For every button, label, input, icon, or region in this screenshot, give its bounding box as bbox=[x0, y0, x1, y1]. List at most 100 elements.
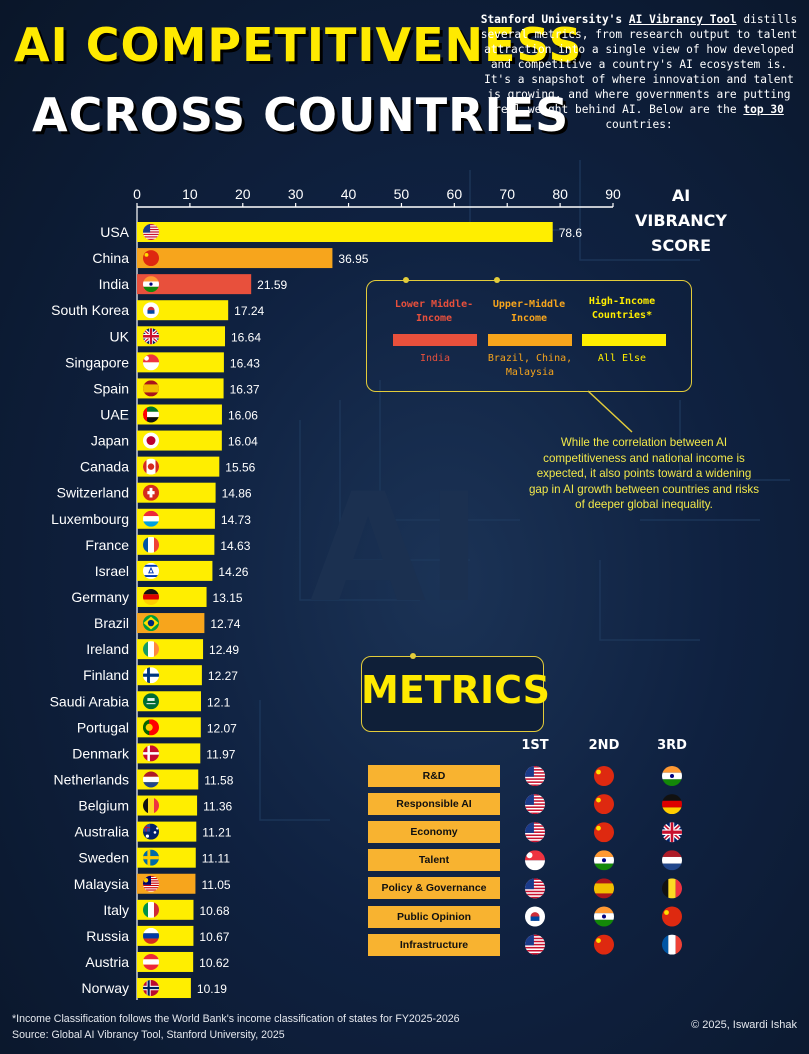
flag-canada-icon bbox=[143, 458, 159, 475]
value-label: 12.07 bbox=[207, 721, 237, 735]
bar bbox=[137, 222, 553, 242]
category-label: Luxembourg bbox=[51, 511, 129, 527]
x-tick-label: 50 bbox=[394, 186, 410, 202]
category-label: USA bbox=[100, 224, 129, 240]
metric-row: Policy & Governance bbox=[368, 877, 500, 900]
x-tick-label: 40 bbox=[341, 186, 357, 202]
flag-usa-icon bbox=[143, 224, 159, 240]
value-label: 11.36 bbox=[203, 800, 232, 814]
copyright: © 2025, Iswardi Ishak bbox=[691, 1019, 797, 1031]
income-legend bbox=[366, 280, 692, 392]
value-label: 21.59 bbox=[257, 278, 287, 292]
value-label: 10.62 bbox=[199, 956, 229, 970]
flag-netherlands-icon bbox=[143, 771, 159, 788]
flag-norway-icon bbox=[143, 980, 159, 997]
x-tick-label: 90 bbox=[605, 186, 621, 202]
value-label: 12.1 bbox=[207, 695, 231, 709]
x-tick-label: 10 bbox=[182, 186, 198, 202]
value-label: 14.73 bbox=[221, 513, 251, 527]
bar bbox=[137, 248, 333, 269]
value-label: 16.06 bbox=[228, 408, 258, 422]
legend-high-title: High-Income Countries* bbox=[588, 296, 656, 321]
category-label: Italy bbox=[103, 902, 129, 918]
category-label: UK bbox=[110, 328, 130, 344]
flag-ireland-icon bbox=[143, 641, 159, 658]
bar bbox=[137, 352, 224, 373]
legend-dot-right bbox=[494, 277, 500, 283]
value-label: 14.63 bbox=[220, 539, 250, 553]
bar bbox=[137, 456, 220, 477]
axis-title: SCORE bbox=[651, 236, 711, 255]
flag-denmark-icon bbox=[143, 745, 159, 762]
metric-row: Economy bbox=[368, 821, 500, 844]
category-label: Ireland bbox=[86, 641, 129, 657]
value-label: 36.95 bbox=[338, 252, 368, 266]
intro-highlight: top 30 bbox=[743, 103, 784, 116]
category-label: China bbox=[92, 250, 129, 266]
metrics-title-box bbox=[361, 656, 544, 732]
flag-spain-icon bbox=[143, 380, 159, 397]
flag-uae-icon bbox=[143, 406, 159, 423]
metric-row: Infrastructure bbox=[368, 933, 500, 956]
category-label: Austria bbox=[85, 954, 129, 970]
flag-finland-icon bbox=[143, 667, 159, 684]
bar bbox=[137, 274, 252, 295]
flag-malaysia-icon bbox=[143, 875, 159, 892]
x-tick-label: 80 bbox=[552, 186, 568, 202]
title-line-1: AI COMPETITIVENESS bbox=[14, 18, 583, 72]
flag-france-icon bbox=[143, 536, 159, 553]
x-tick-label: 0 bbox=[133, 186, 141, 202]
category-label: UAE bbox=[100, 406, 129, 422]
value-label: 13.15 bbox=[213, 591, 243, 605]
metric-row: R&D bbox=[368, 765, 500, 787]
value-label: 78.6 bbox=[559, 226, 583, 240]
category-label: Malaysia bbox=[74, 876, 129, 892]
category-label: Australia bbox=[75, 824, 130, 840]
flag-sweden-icon bbox=[143, 849, 159, 866]
rank-header-3rd: 3RD bbox=[657, 738, 687, 753]
category-label: Norway bbox=[82, 980, 129, 996]
category-label: Brazil bbox=[94, 615, 129, 631]
x-tick-label: 60 bbox=[447, 186, 463, 202]
footnote: *Income Classification follows the World… bbox=[12, 1011, 460, 1043]
x-tick-label: 20 bbox=[235, 186, 251, 202]
flag-luxembourg-icon bbox=[143, 510, 159, 527]
value-label: 16.04 bbox=[228, 435, 258, 449]
category-label: Belgium bbox=[78, 798, 129, 814]
category-label: Switzerland bbox=[57, 485, 129, 501]
value-label: 11.21 bbox=[202, 826, 231, 840]
category-label: Israel bbox=[95, 563, 129, 579]
value-label: 15.56 bbox=[225, 461, 255, 475]
axis-title: AI bbox=[672, 186, 690, 205]
bar bbox=[137, 326, 226, 347]
category-label: Denmark bbox=[72, 745, 130, 761]
metrics-dot bbox=[410, 653, 416, 659]
value-label: 10.67 bbox=[199, 930, 229, 944]
legend-lower-title: Lower Middle-Income bbox=[394, 299, 474, 324]
legend-lower-examples: India bbox=[419, 353, 451, 364]
metrics-title: METRICS bbox=[361, 668, 551, 712]
ai-watermark-icon: AI bbox=[310, 462, 482, 636]
category-label: Russia bbox=[86, 928, 129, 944]
rank-header-1st: 1ST bbox=[521, 738, 549, 753]
flag-belgium-icon bbox=[143, 797, 159, 814]
title-line-2: ACROSS COUNTRIES bbox=[32, 88, 570, 142]
metric-row: Responsible AI bbox=[368, 793, 500, 816]
value-label: 11.05 bbox=[201, 878, 230, 892]
flag-italy-icon bbox=[143, 901, 159, 918]
rank-header-2nd: 2ND bbox=[588, 738, 620, 753]
value-label: 12.74 bbox=[210, 617, 240, 631]
flag-switzerland-icon bbox=[143, 484, 159, 501]
legend-dot-left bbox=[403, 277, 409, 283]
category-label: South Korea bbox=[51, 302, 129, 318]
legend-upper-title: Upper-Middle Income bbox=[492, 299, 566, 324]
legend-high-swatch bbox=[582, 334, 666, 346]
intro-link[interactable]: AI Vibrancy Tool bbox=[628, 13, 737, 26]
metric-row: Talent bbox=[368, 849, 500, 872]
legend-upper-examples: Brazil, China, Malaysia bbox=[487, 353, 573, 378]
flag-saudi-arabia-icon bbox=[143, 693, 159, 710]
intro-prefix: Stanford University's bbox=[480, 13, 629, 26]
footnote-income: *Income Classification follows the World… bbox=[12, 1013, 460, 1025]
